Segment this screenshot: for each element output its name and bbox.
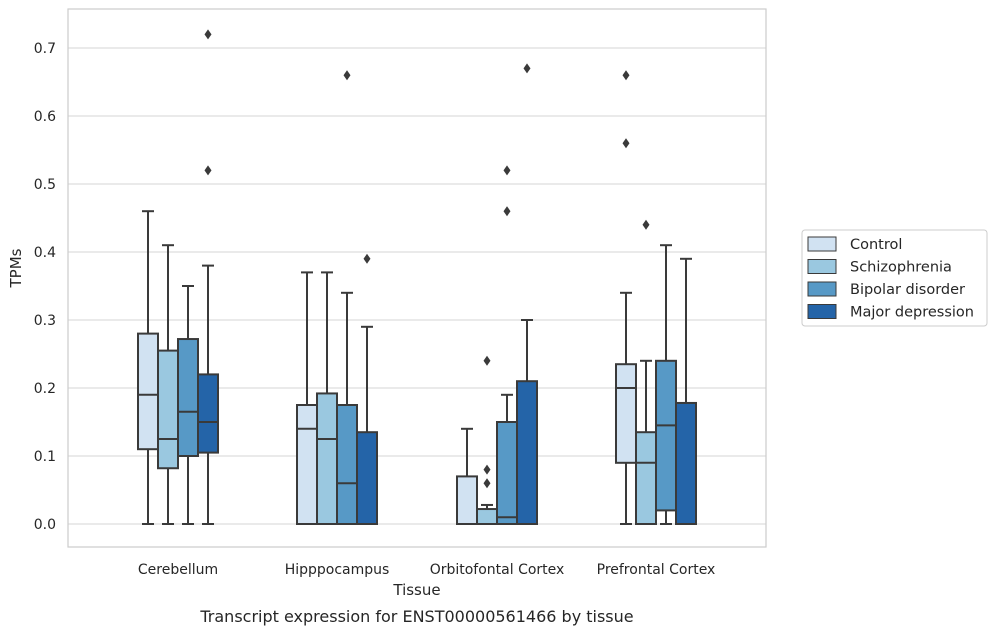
box-body [456, 475, 478, 525]
box-bipolar-disorder [496, 165, 518, 525]
box-bipolar-disorder [655, 244, 677, 525]
box-body [316, 392, 338, 525]
outlier-point [483, 478, 491, 489]
box-body [635, 431, 657, 526]
y-tick-label: 0.4 [34, 245, 56, 261]
y-axis-label: TPMs [7, 248, 25, 288]
x-tick-label: Orbitofontal Cortex [430, 562, 565, 578]
box-schizophrenia [316, 271, 338, 525]
box-body [336, 404, 358, 525]
box-body [296, 404, 318, 525]
outlier-point [343, 70, 351, 81]
box-body [675, 401, 697, 525]
x-axis-ticks: Cerebellum Hipppocampus Orbitofontal Corte… [138, 562, 715, 578]
box-major-depression [516, 63, 538, 526]
box-body [137, 332, 159, 451]
legend-label: Bipolar disorder [850, 282, 965, 298]
legend-swatch [807, 236, 837, 252]
y-tick-label: 0.3 [34, 313, 56, 329]
legend-frame [801, 229, 988, 327]
y-tick-label: 0.7 [34, 41, 56, 57]
box-schizophrenia [635, 219, 657, 526]
x-axis-label: Tissue [392, 581, 440, 599]
box-body [197, 373, 219, 454]
box-body [615, 363, 637, 464]
y-axis-ticks: 0.0 0.1 0.2 0.3 0.4 0.5 0.6 0.7 [34, 41, 56, 533]
y-tick-label: 0.1 [34, 449, 56, 465]
outlier-point [363, 253, 371, 264]
x-tick-label: Hipppocampus [285, 562, 390, 578]
box-major-depression [197, 29, 219, 525]
box-body [356, 431, 378, 526]
legend-label: Control [850, 237, 902, 253]
legend-label: Major depression [850, 305, 974, 321]
box-major-depression [356, 253, 378, 526]
box-body [496, 421, 518, 525]
outlier-point [622, 70, 630, 81]
outlier-point [483, 464, 491, 475]
box-body [157, 349, 179, 470]
x-tick-label: Cerebellum [138, 562, 218, 578]
box-control [615, 70, 637, 525]
box-control [456, 427, 478, 525]
legend-swatch [807, 281, 837, 297]
box-body [476, 508, 498, 526]
legend: Control Schizophrenia Bipolar disorder Majo… [801, 229, 988, 327]
y-tick-label: 0.6 [34, 109, 56, 125]
outlier-point [204, 29, 212, 40]
box-major-depression [675, 257, 697, 525]
y-tick-label: 0.0 [34, 517, 56, 533]
box-control [296, 271, 318, 525]
box-schizophrenia [476, 355, 498, 526]
box-body [516, 380, 538, 526]
outlier-point [483, 355, 491, 366]
y-tick-label: 0.2 [34, 381, 56, 397]
outlier-point [503, 206, 511, 217]
outlier-point [642, 219, 650, 230]
plot-frame [67, 8, 767, 548]
legend-swatch [807, 304, 837, 319]
box-schizophrenia [157, 244, 179, 525]
box-body [655, 359, 677, 512]
box-control [137, 210, 159, 525]
chart-caption: Transcript expression for ENST0000056146… [199, 607, 633, 626]
box-body [177, 338, 199, 458]
outlier-point [622, 138, 630, 149]
outlier-point [204, 165, 212, 176]
box-bipolar-disorder [336, 70, 358, 525]
outlier-point [523, 63, 531, 74]
box-bipolar-disorder [177, 285, 199, 525]
boxes [137, 29, 697, 526]
legend-label: Schizophrenia [850, 260, 952, 276]
x-tick-label: Prefrontal Cortex [597, 562, 716, 578]
legend-swatch [807, 259, 837, 274]
outlier-point [503, 165, 511, 176]
y-tick-label: 0.5 [34, 177, 56, 193]
